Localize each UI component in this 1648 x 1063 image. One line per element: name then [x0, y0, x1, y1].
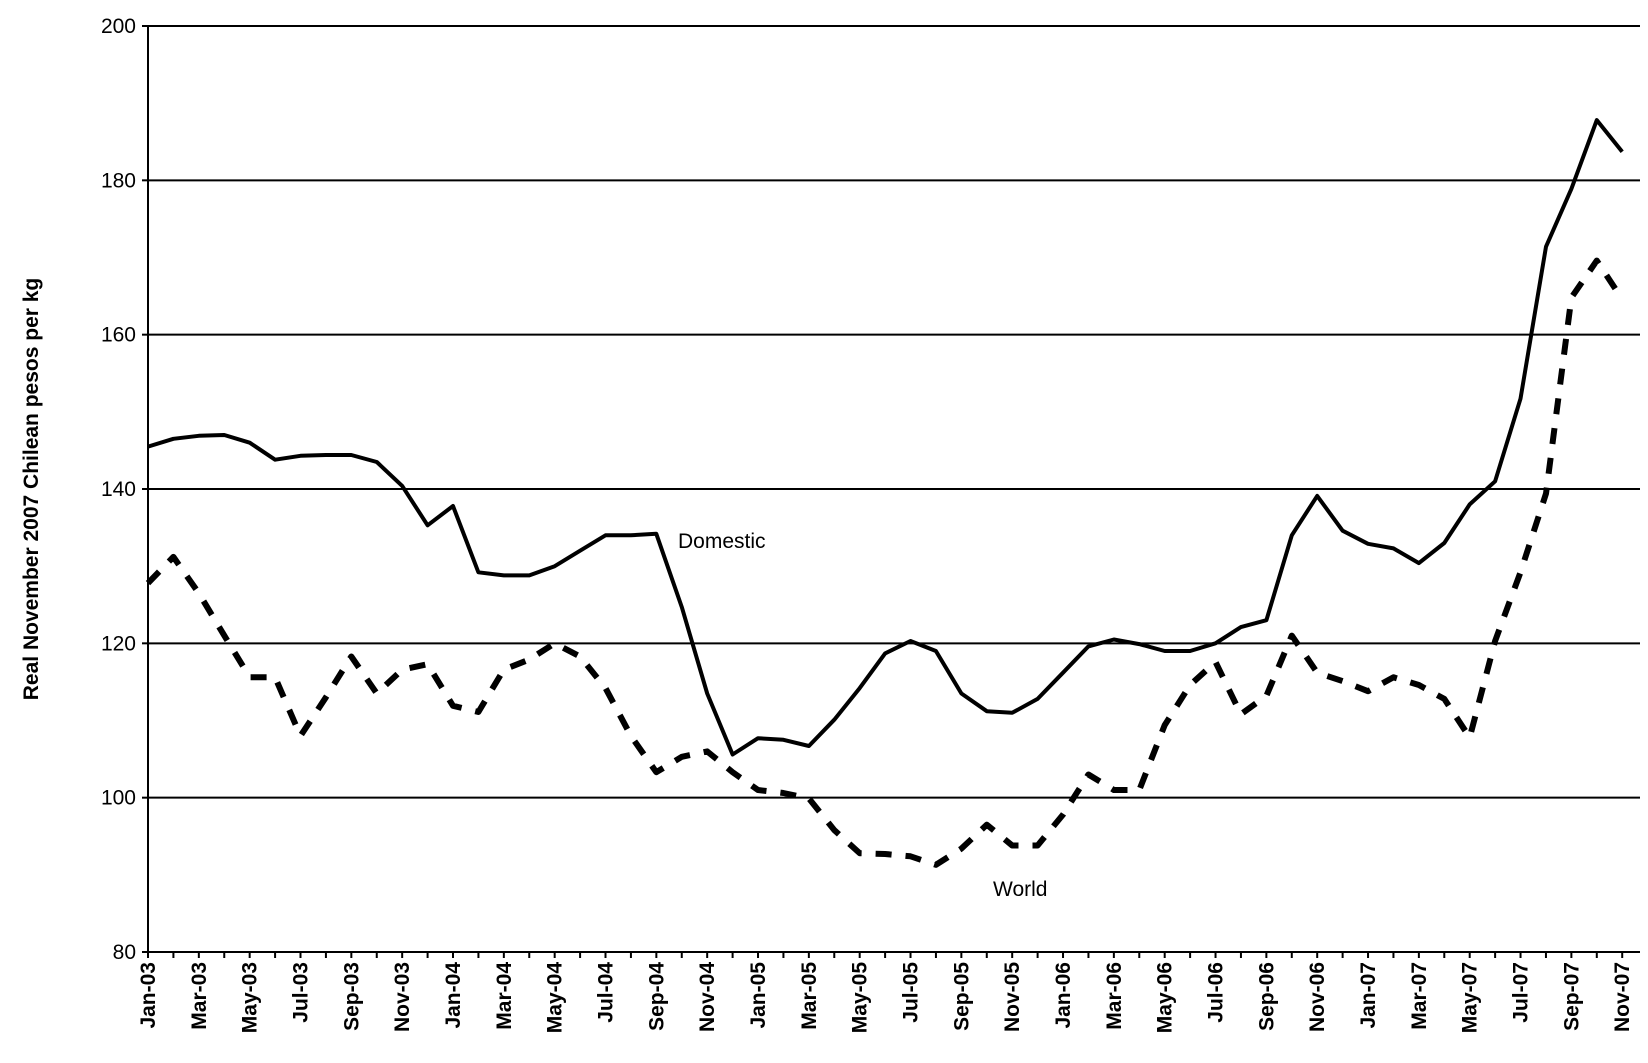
y-tick-label: 200: [101, 15, 136, 38]
y-axis-label: Real November 2007 Chilean pesos per kg: [20, 278, 43, 701]
x-tick-label: May-03: [239, 962, 262, 1033]
x-tick-label: May-05: [849, 962, 872, 1034]
annotation: Domestic: [678, 530, 766, 553]
x-tick-label: May-06: [1154, 962, 1177, 1033]
annotation: World: [993, 878, 1047, 901]
x-tick-label: Nov-07: [1611, 962, 1634, 1032]
x-tick-label: Jan-03: [137, 962, 160, 1029]
y-tick-label: 120: [101, 632, 136, 655]
y-tick-label: 100: [101, 787, 136, 810]
x-tick-label: Jul-07: [1510, 962, 1533, 1023]
x-tick-label: May-04: [544, 962, 567, 1034]
y-tick-label: 140: [101, 478, 136, 501]
x-tick-label: Jul-03: [290, 962, 313, 1023]
y-tick-label: 80: [113, 941, 136, 964]
x-tick-label: Jan-05: [747, 962, 770, 1029]
x-tick-label: Nov-06: [1306, 962, 1329, 1032]
x-tick-label: Nov-03: [391, 962, 414, 1032]
y-tick-label: 160: [101, 324, 136, 347]
x-tick-label: Jul-06: [1205, 962, 1228, 1023]
x-tick-label: Mar-03: [188, 962, 211, 1030]
x-tick-label: Jan-06: [1052, 962, 1075, 1029]
x-tick-label: Nov-04: [696, 962, 719, 1032]
x-tick-label: Sep-05: [950, 962, 973, 1031]
x-tick-label: Jul-05: [900, 962, 923, 1023]
x-tick-label: Sep-07: [1560, 962, 1583, 1031]
x-tick-label: Jan-07: [1357, 962, 1380, 1029]
x-tick-label: Jul-04: [595, 962, 618, 1023]
line-1: [145, 257, 1625, 868]
x-tick-label: Jan-04: [442, 962, 465, 1029]
x-tick-label: Mar-05: [798, 962, 821, 1030]
x-tick-label: Mar-04: [493, 962, 516, 1030]
x-tick-label: Mar-06: [1103, 962, 1126, 1030]
y-tick-label: 180: [101, 169, 136, 192]
x-tick-label: Nov-05: [1001, 962, 1024, 1032]
x-tick-label: Sep-03: [340, 962, 363, 1031]
x-tick-label: Mar-07: [1408, 962, 1431, 1030]
line-0: [147, 118, 1624, 757]
x-tick-label: Sep-06: [1255, 962, 1278, 1031]
x-tick-label: Sep-04: [645, 962, 668, 1031]
x-tick-label: May-07: [1459, 962, 1482, 1033]
